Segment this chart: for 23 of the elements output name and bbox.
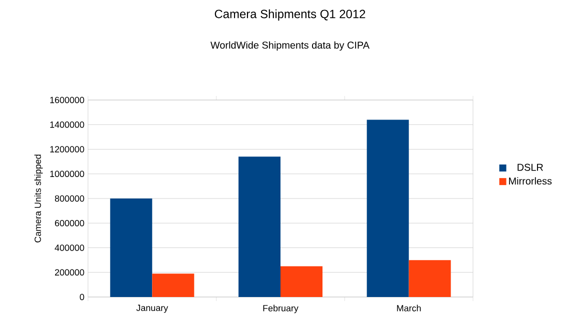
y-tick-label: 200000 [55,269,84,276]
y-tick-label: 1000000 [50,170,84,178]
bar [152,274,194,297]
x-tick-label: January [136,304,168,313]
legend-label: Mirrorless [509,177,552,185]
chart-subtitle: WorldWide Shipments data by CIPA [210,41,370,51]
x-tick-label: March [397,304,421,312]
bar [238,156,280,297]
bar [280,266,322,297]
y-tick-label: 1400000 [50,121,84,128]
bar [110,198,152,297]
y-axis-title: Camera Units shipped [34,154,43,242]
bar [366,120,409,297]
x-tick-label: February [263,304,298,314]
legend-label: DSLR [518,164,543,171]
y-tick-label: 0 [80,294,84,300]
y-tick-label: 400000 [54,244,84,251]
y-tick-label: 800000 [54,195,84,202]
y-tick-label: 1200000 [50,146,84,152]
y-tick-label: 1600000 [50,96,84,104]
chart-title: Camera Shipments Q1 2012 [214,9,366,21]
y-tick-label: 600000 [55,220,84,226]
bar [408,260,451,297]
